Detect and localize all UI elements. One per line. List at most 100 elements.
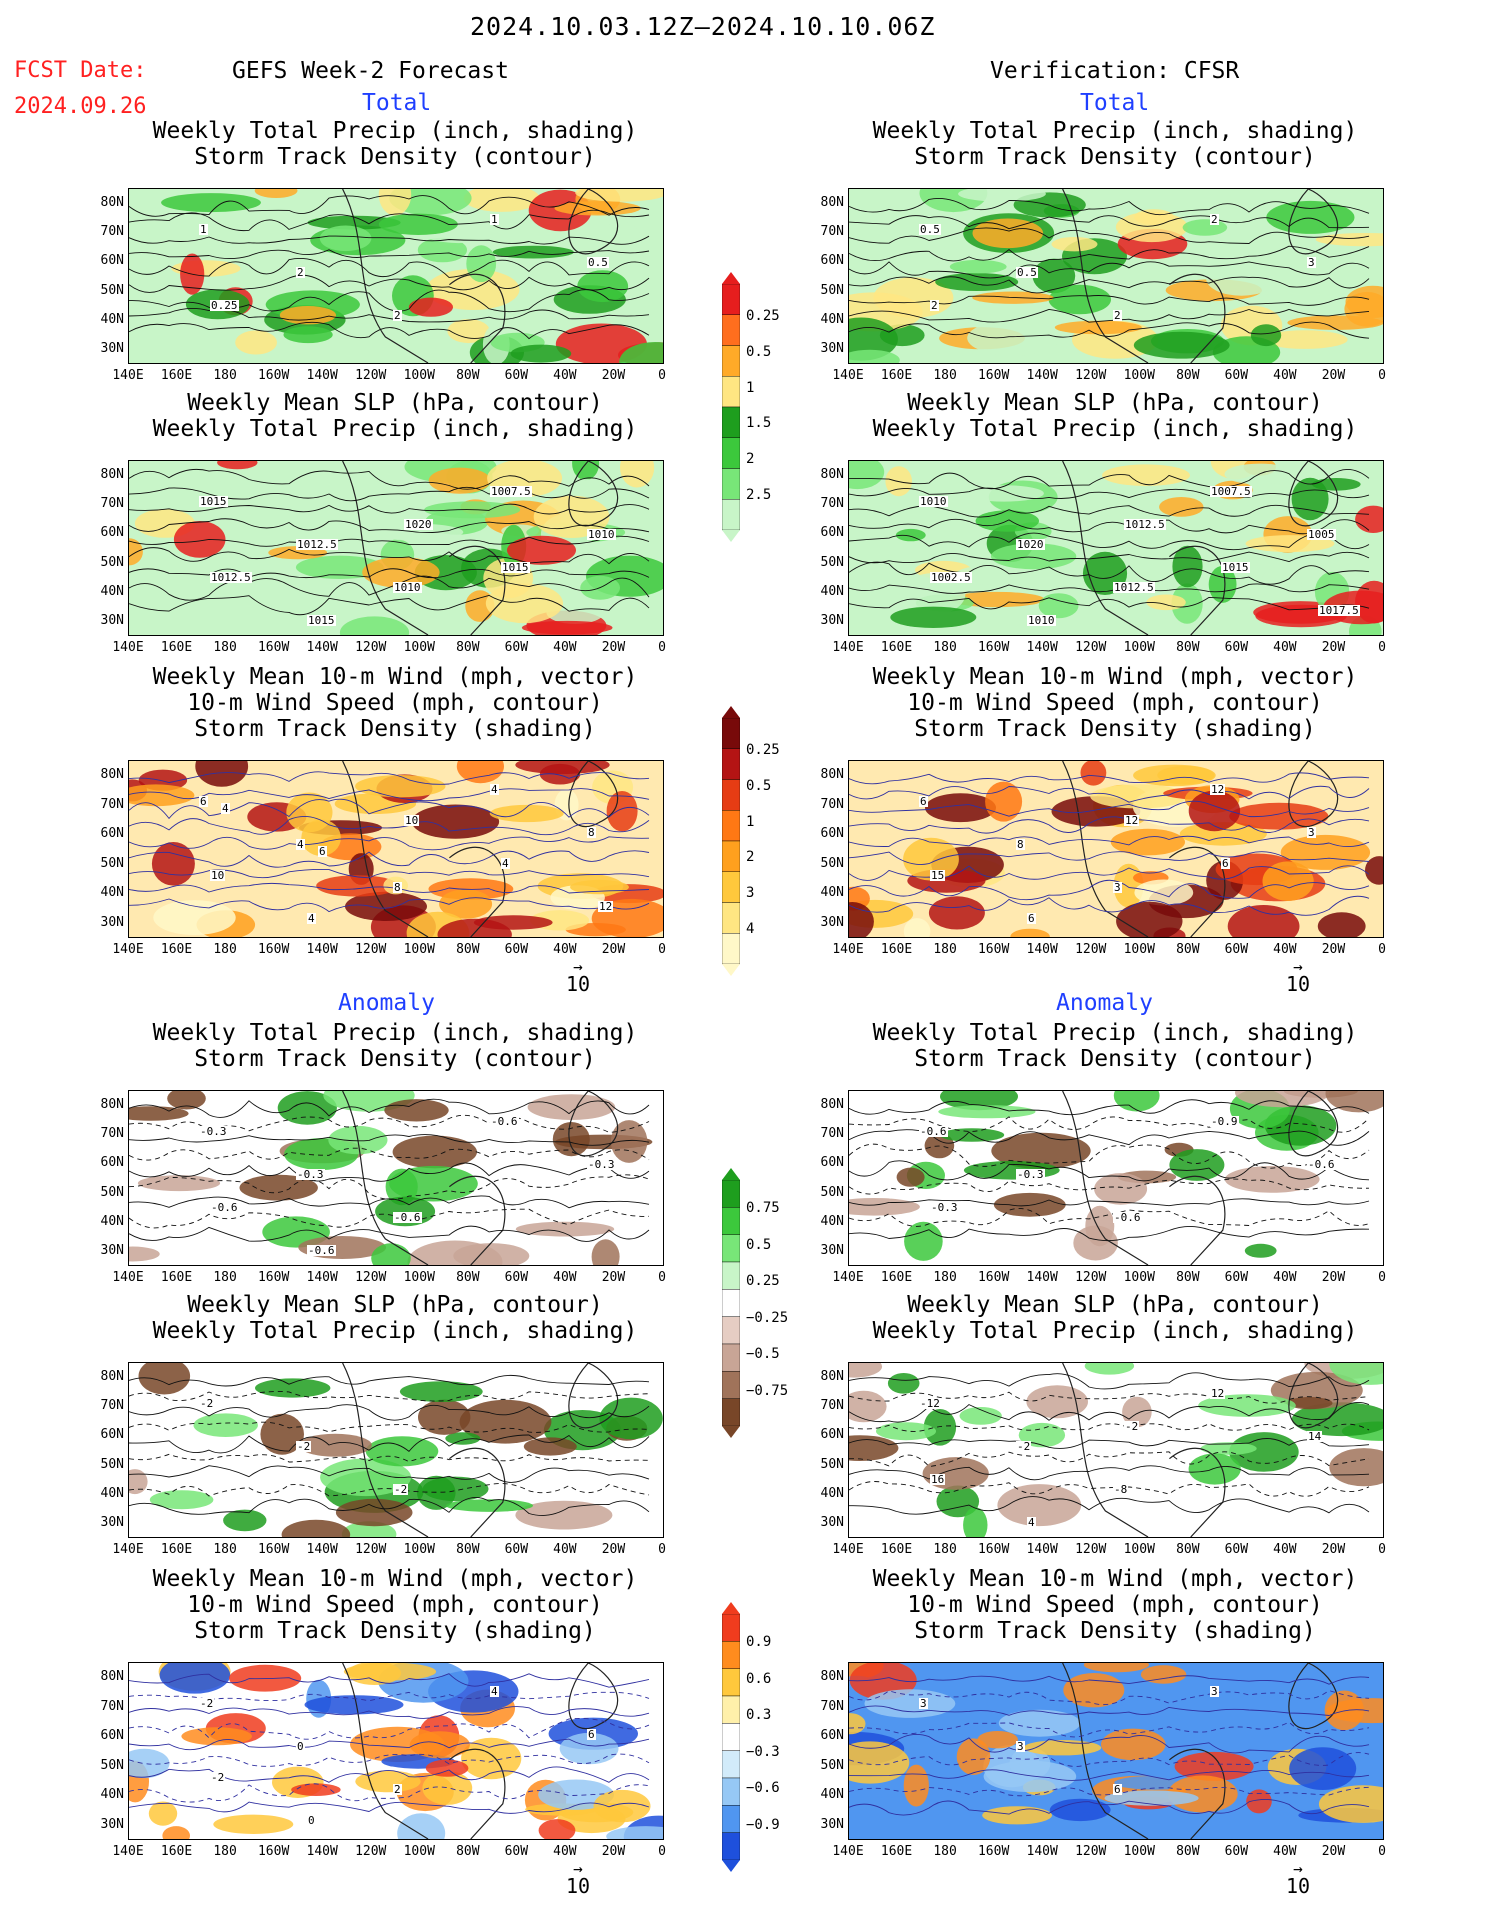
shading-blob	[1365, 856, 1383, 885]
field-shading-r2-left	[129, 461, 663, 635]
x-tick-label: 140E	[832, 1542, 864, 1557]
x-tick-label: 160E	[880, 1270, 913, 1285]
shading-blob	[849, 1363, 883, 1378]
map-panel-r1-right: 0.5 0.5 2 2 3 2	[848, 188, 1384, 364]
shading-blob	[606, 1826, 663, 1839]
x-tick-label: 80W	[1176, 1542, 1200, 1557]
x-tick-label: 100W	[1123, 1270, 1155, 1285]
contour-line	[129, 518, 650, 534]
x-tick-label: 160E	[160, 1844, 193, 1859]
shading-blob	[223, 1509, 267, 1532]
x-tick-label: 140E	[832, 942, 864, 957]
contour-line	[849, 895, 1370, 916]
shading-blob	[466, 245, 497, 283]
x-tick-label: 80W	[456, 1542, 480, 1557]
y-tick-label: 70N	[100, 1398, 124, 1414]
shading-blob	[319, 225, 372, 252]
contour-label: 1	[490, 213, 499, 226]
x-tick-label: 100W	[1123, 640, 1155, 655]
shading-blob	[938, 1105, 1036, 1119]
shading-blob	[901, 573, 966, 615]
right-total-label: Total	[1080, 90, 1150, 116]
reference-vector-arrow: →	[573, 957, 583, 976]
shading-blob	[1038, 593, 1079, 619]
coastline-greenland	[1288, 1091, 1339, 1157]
contour-label: 0.5	[587, 256, 609, 269]
x-tick-label: 60W	[504, 1844, 529, 1859]
panel-title-r2-left-1: Weekly Mean SLP (hPa, contour)	[187, 390, 603, 416]
contour-line	[129, 1391, 650, 1402]
y-tick-label: 30N	[100, 1817, 124, 1832]
contour-label: -0.6	[307, 1244, 336, 1257]
contour-label: 10	[210, 869, 226, 882]
colorbar-bottom-arrow	[722, 964, 740, 976]
coastline-greenland	[568, 1663, 619, 1730]
y-tick-label: 50N	[100, 1757, 124, 1773]
shading-blob	[446, 1499, 533, 1512]
y-tick-label: 50N	[820, 554, 844, 570]
y-tick-label: 40N	[100, 1485, 124, 1501]
colorbar-swatch	[721, 1613, 741, 1642]
contour-label: 8	[1016, 838, 1025, 851]
contour-label: 1010	[919, 495, 948, 508]
x-tick-label: 120W	[355, 1270, 387, 1285]
contour-label: 1	[199, 223, 208, 236]
contour-label: 12	[1210, 1387, 1226, 1400]
coastline-greenland	[568, 761, 619, 828]
field-shading-r6-right	[849, 1663, 1383, 1839]
x-tick-label: 80W	[456, 640, 480, 655]
coastline-greenland	[1288, 1363, 1339, 1429]
field-shading-r4-right	[849, 1091, 1383, 1265]
x-tick-label: 180	[933, 1542, 957, 1557]
contour-label: 12	[1124, 814, 1140, 827]
x-tick-label: 180	[933, 1270, 957, 1285]
x-tick-label: 0	[1378, 942, 1386, 957]
contour-label: -0.3	[587, 1158, 616, 1171]
contour-line	[129, 1162, 650, 1182]
y-tick-label: 30N	[100, 341, 124, 356]
contour-line	[849, 1438, 1370, 1449]
x-tick-label: 40W	[1273, 1542, 1297, 1557]
x-tick-label: 140E	[112, 1270, 144, 1285]
x-tick-label: 140W	[306, 942, 338, 957]
shading-blob	[456, 761, 504, 784]
contour-label: -0.6	[1307, 1158, 1336, 1171]
x-tick-label: 100W	[403, 1844, 435, 1859]
contour-label: -0.6	[1113, 1211, 1142, 1224]
shading-blob	[425, 1759, 469, 1777]
shading-blob	[849, 349, 900, 363]
x-tick-label: 80W	[1176, 942, 1200, 957]
contour-line	[129, 249, 650, 260]
shading-blob	[485, 583, 563, 624]
x-tick-label: 40W	[1273, 368, 1297, 383]
contour-line	[849, 1721, 1370, 1738]
x-tick-label: 140E	[832, 640, 864, 655]
x-tick-label: 40W	[553, 368, 577, 383]
contour-label: 1017.5	[1318, 604, 1360, 617]
contour-line	[849, 197, 1370, 216]
x-tick-label: 60W	[1224, 942, 1249, 957]
y-tick-label: 60N	[820, 525, 844, 541]
colorbar-tick-label: −0.9	[746, 1817, 780, 1833]
shading-blob	[521, 620, 613, 635]
shading-blob	[849, 1741, 910, 1784]
x-tick-label: 20W	[1321, 942, 1346, 957]
reference-vector-arrow: →	[1293, 1859, 1303, 1878]
x-tick-label: 0	[1378, 1270, 1386, 1285]
panel-title-r6-right-3: Storm Track Density (shading)	[914, 1618, 1316, 1644]
shading-blob	[162, 1826, 190, 1839]
coastline-greenland	[568, 1091, 619, 1157]
x-tick-label: 160W	[977, 1542, 1010, 1557]
shading-blob	[923, 1409, 957, 1446]
colorbar-swatch	[721, 1207, 741, 1235]
reference-vector: → 10	[558, 957, 598, 997]
x-tick-label: 20W	[1321, 368, 1346, 383]
x-tick-label: 160W	[257, 640, 290, 655]
shading-blob	[998, 1709, 1081, 1737]
x-tick-label: 180	[933, 942, 957, 957]
coastline-na-east	[1169, 1748, 1226, 1839]
shading-blob	[320, 1458, 412, 1497]
contour-label: 3	[1113, 881, 1122, 894]
contour-line	[129, 1766, 650, 1783]
colorbar-swatch	[721, 1641, 741, 1669]
